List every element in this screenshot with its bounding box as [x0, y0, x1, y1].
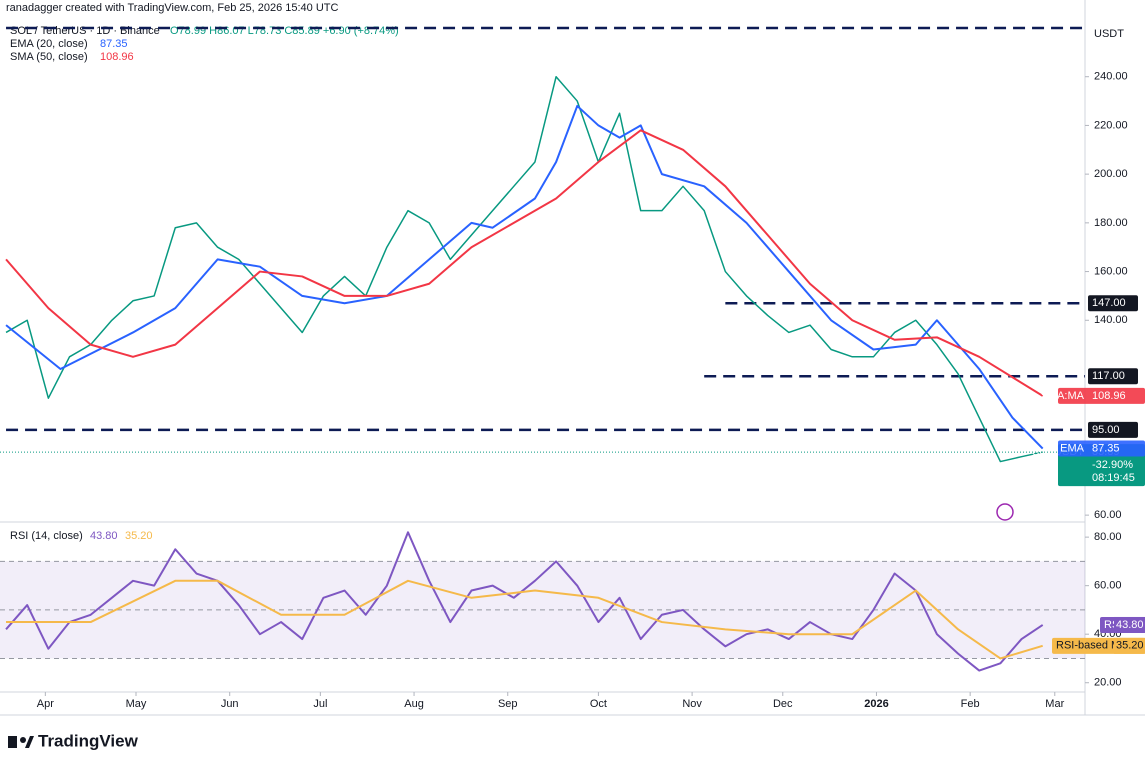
rsi-tag-bg	[1114, 637, 1145, 654]
unit-label: USDT	[1094, 28, 1124, 40]
level-tag-bg	[1088, 368, 1138, 385]
series-line	[5, 129, 1044, 397]
y-tick-label: 60.00	[1094, 509, 1122, 521]
series-tag-value: 108.96	[1092, 390, 1126, 402]
x-tick-label: Dec	[773, 698, 793, 710]
logo-part	[8, 736, 17, 748]
price-tag-change: -32.90%	[1092, 459, 1133, 471]
rsi-tag-value: 35.20	[1116, 640, 1144, 652]
brand: TradingView	[38, 731, 139, 750]
x-tick-label: Feb	[961, 698, 980, 710]
y-tick-label: 140.00	[1094, 314, 1128, 326]
alert-icon	[996, 503, 1014, 521]
y-tick-label: 180.00	[1094, 217, 1128, 229]
x-tick-label: Jun	[221, 698, 239, 710]
y-tick-label: 80.00	[1094, 531, 1122, 543]
series-line	[5, 104, 1044, 450]
legend-value: 108.96	[100, 51, 134, 63]
rsi-tag-bg	[1114, 616, 1145, 633]
y-tick-label: 220.00	[1094, 119, 1128, 131]
y-tick-label: 160.00	[1094, 265, 1128, 277]
series-tag-name: EMA	[1060, 442, 1085, 454]
x-tick-label: Aug	[404, 698, 424, 710]
x-tick-label: Mar	[1045, 698, 1064, 710]
x-tick-label: 2026	[864, 698, 888, 710]
level-tag-bg	[1088, 295, 1138, 312]
logo-part	[25, 736, 34, 748]
credit: ranadagger created with TradingView.com,…	[6, 2, 338, 14]
rsi-tag-value: 43.80	[1116, 619, 1144, 631]
legend-value: 87.35	[100, 38, 128, 50]
legend-name: EMA (20, close)	[10, 38, 88, 50]
x-tick-label: Apr	[37, 698, 54, 710]
series-line	[5, 531, 1044, 672]
level-tag: 117.00	[1092, 370, 1125, 382]
y-tick-label: 60.00	[1094, 580, 1122, 592]
y-tick-label: 240.00	[1094, 71, 1128, 83]
level-tag: 147.00	[1092, 297, 1126, 309]
rsi-title: RSI (14, close)	[10, 530, 83, 542]
legend-name: SMA (50, close)	[10, 51, 88, 63]
price-title: SOL / TetherUS · 1D · Binance	[10, 25, 160, 37]
level-tag-bg	[1088, 421, 1138, 438]
series-tag-value: 87.35	[1092, 442, 1120, 454]
series-line	[5, 75, 1043, 463]
series-line	[6, 579, 1043, 660]
level-tag: 95.00	[1092, 424, 1120, 436]
x-tick-label: Jul	[313, 698, 327, 710]
series-tag-name: SMA:MA	[1041, 390, 1085, 402]
price-tag-countdown: 08:19:45	[1092, 472, 1135, 484]
y-tick-label: 20.00	[1094, 677, 1122, 689]
brand-logo	[8, 736, 34, 748]
x-tick-label: May	[126, 698, 147, 710]
x-tick-label: Oct	[590, 698, 607, 710]
legend-value: 43.80	[90, 530, 118, 542]
series-tag-bg	[1058, 440, 1145, 457]
ohlc: O78.99 H86.07 L78.73 C85.89 +6.90 (+8.74…	[170, 25, 399, 37]
series-tag-bg	[1058, 387, 1145, 404]
rsi-tag-name: RSI-based MA	[1056, 640, 1128, 652]
x-tick-label: Sep	[498, 698, 518, 710]
x-tick-label: Nov	[682, 698, 702, 710]
logo-part	[20, 737, 26, 743]
y-tick-label: 200.00	[1094, 168, 1128, 180]
legend-value: 35.20	[125, 530, 153, 542]
